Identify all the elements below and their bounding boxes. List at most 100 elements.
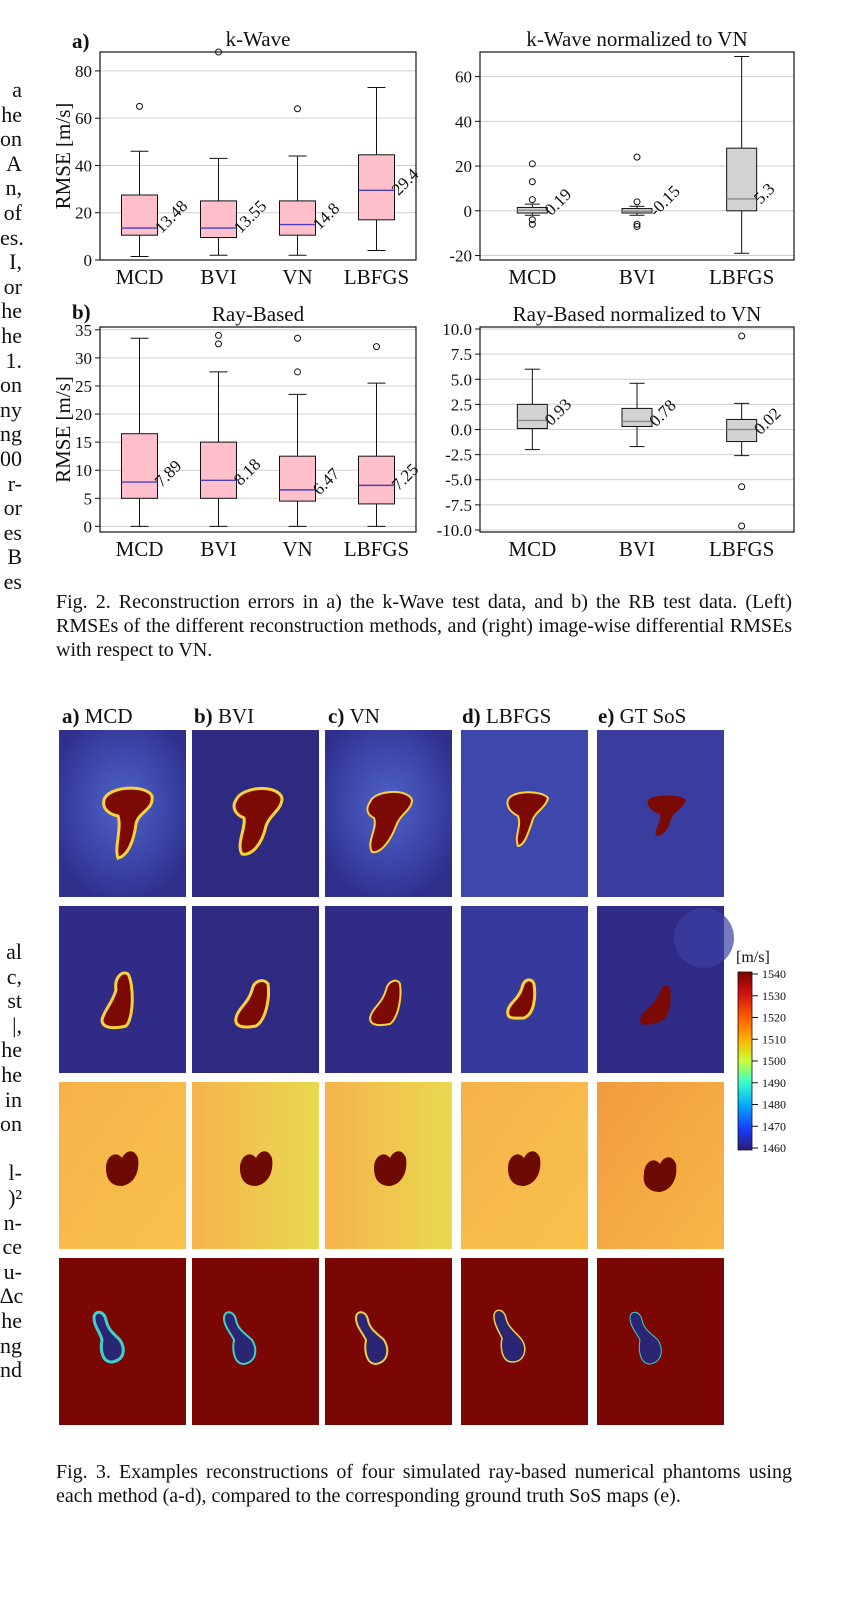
y-tick-label: 5 (84, 489, 93, 508)
recon-row4-gt (597, 1258, 724, 1425)
chart-raybased-normalized: Ray-Based normalized to VN 10.0 7.5 5.0 2.5 0… (437, 302, 795, 561)
iqr-box (726, 418, 758, 443)
x-tick-label: BVI (200, 265, 236, 289)
colorbar-tick-label: 1530 (762, 989, 786, 1003)
chart-title: Ray-Based (212, 302, 305, 326)
y-tick-label: -2.5 (445, 446, 472, 465)
x-tick-label: LBFGS (344, 265, 409, 289)
box-mcd: 0.19 (516, 160, 575, 228)
margin-text-line: he (1, 1061, 22, 1087)
iqr-box (358, 455, 395, 505)
margin-text-line: on (0, 126, 22, 152)
fig2-panel-b-label: b) (72, 300, 91, 324)
margin-text-line: of (3, 199, 22, 225)
x-tick-label: BVI (619, 537, 655, 561)
outlier-point (738, 522, 746, 530)
iqr-box (279, 455, 316, 502)
x-tick-label: MCD (116, 265, 164, 289)
margin-text-line: in (4, 1086, 22, 1112)
y-tick-label: 5.0 (451, 370, 472, 389)
y-tick-label: 2.5 (451, 395, 472, 414)
outlier-point (373, 343, 380, 351)
x-tick-label: MCD (116, 537, 164, 561)
outlier-point (528, 160, 536, 168)
y-tick-label: 0 (464, 202, 473, 221)
colorbar-tick-label: 1500 (762, 1054, 786, 1068)
margin-text-line: he (1, 298, 22, 324)
margin-text-line (0, 1137, 22, 1162)
iqr-box (358, 154, 395, 221)
recon-row4-bvi (192, 1258, 319, 1425)
fig3-header-lbfgs: d) LBFGS (462, 704, 552, 728)
margin-text-line: or (3, 273, 22, 299)
plot-frame (479, 51, 795, 261)
colorbar-gradient (737, 971, 753, 1151)
fig3-header-gt-sos: e) GT SoS (598, 704, 687, 728)
chart-kwave-normalized: k-Wave normalized to VN -20 0 20 40 60 0.19 MCD… (449, 30, 795, 289)
margin-text-line: 00 (0, 445, 22, 471)
margin-text-line: ce (2, 1234, 22, 1260)
iqr-box (200, 441, 237, 499)
median-value-label: -0.15 (645, 182, 683, 220)
outlier-point (528, 178, 536, 186)
iqr-box (516, 403, 548, 429)
iqr-box (121, 194, 158, 236)
colorbar-unit: [m/s] (736, 949, 770, 966)
inclusion-row1 (102, 786, 686, 860)
margin-text-line: nd (0, 1357, 22, 1383)
margin-text-line: l- (8, 1160, 22, 1186)
colorbar-tick-label: 1470 (762, 1119, 786, 1133)
y-tick-label: 25 (75, 377, 92, 396)
box-mcd: 13.48 (121, 102, 191, 257)
plot-frame (99, 51, 417, 261)
box-mcd: 0.93 (516, 368, 575, 451)
colorbar-tick-label: 1510 (762, 1032, 786, 1046)
x-tick-label: LBFGS (709, 265, 774, 289)
fig3-caption: Fig. 3. Examples reconstructions of four… (56, 1461, 792, 1507)
margin-text-line: he (1, 101, 22, 127)
margin-text-line: ng (0, 1332, 22, 1358)
colorbar-tick-label: 1480 (762, 1098, 786, 1112)
fig3-reconstruction-grid (59, 730, 734, 1425)
chart-title: Ray-Based normalized to VN (513, 302, 762, 326)
outlier-point (136, 102, 143, 110)
y-tick-label: -10.0 (437, 521, 472, 540)
box-lbfgs: 0.02 (726, 332, 785, 530)
iqr-box (121, 433, 158, 499)
y-tick-label: 0 (84, 251, 93, 270)
margin-text-line: 1. (5, 347, 23, 373)
y-tick-label: 7.5 (451, 345, 472, 364)
x-tick-label: BVI (619, 265, 655, 289)
outlier-point (633, 198, 641, 206)
y-tick-label: -20 (449, 247, 472, 266)
margin-text-line: B (7, 544, 22, 570)
fig3-colorbar: [m/s] 1540 1530 1520 1510 1500 1490 1480 1470 14… (736, 949, 786, 1154)
plot-frame (479, 326, 795, 533)
fig3-header-bvi: b) BVI (194, 704, 255, 728)
box-bvi: 13.55 (200, 48, 270, 256)
margin-text-line: es. (0, 224, 24, 250)
fig2-panel-a-label: a) (72, 29, 90, 53)
outlier-point (528, 216, 536, 224)
outlier-point (738, 332, 746, 340)
margin-text-line: es (3, 519, 22, 545)
box-lbfgs: 7.25 (358, 343, 422, 527)
x-tick-label: MCD (508, 537, 556, 561)
outlier-point (215, 340, 222, 348)
margin-text-line: or (3, 495, 22, 521)
fig3-header-vn: c) VN (328, 704, 380, 728)
y-tick-label: 20 (455, 157, 472, 176)
x-tick-label: MCD (508, 265, 556, 289)
margin-text-line: u- (3, 1258, 22, 1284)
iqr-box (279, 200, 316, 236)
y-tick-label: 15 (75, 433, 92, 452)
y-tick-label: 80 (75, 62, 92, 81)
fig3-header-mcd: a) MCD (62, 704, 133, 728)
margin-text-line: al (6, 939, 22, 964)
x-tick-label: VN (282, 265, 312, 289)
outlier-point (528, 220, 536, 228)
outlier-point (294, 334, 301, 342)
